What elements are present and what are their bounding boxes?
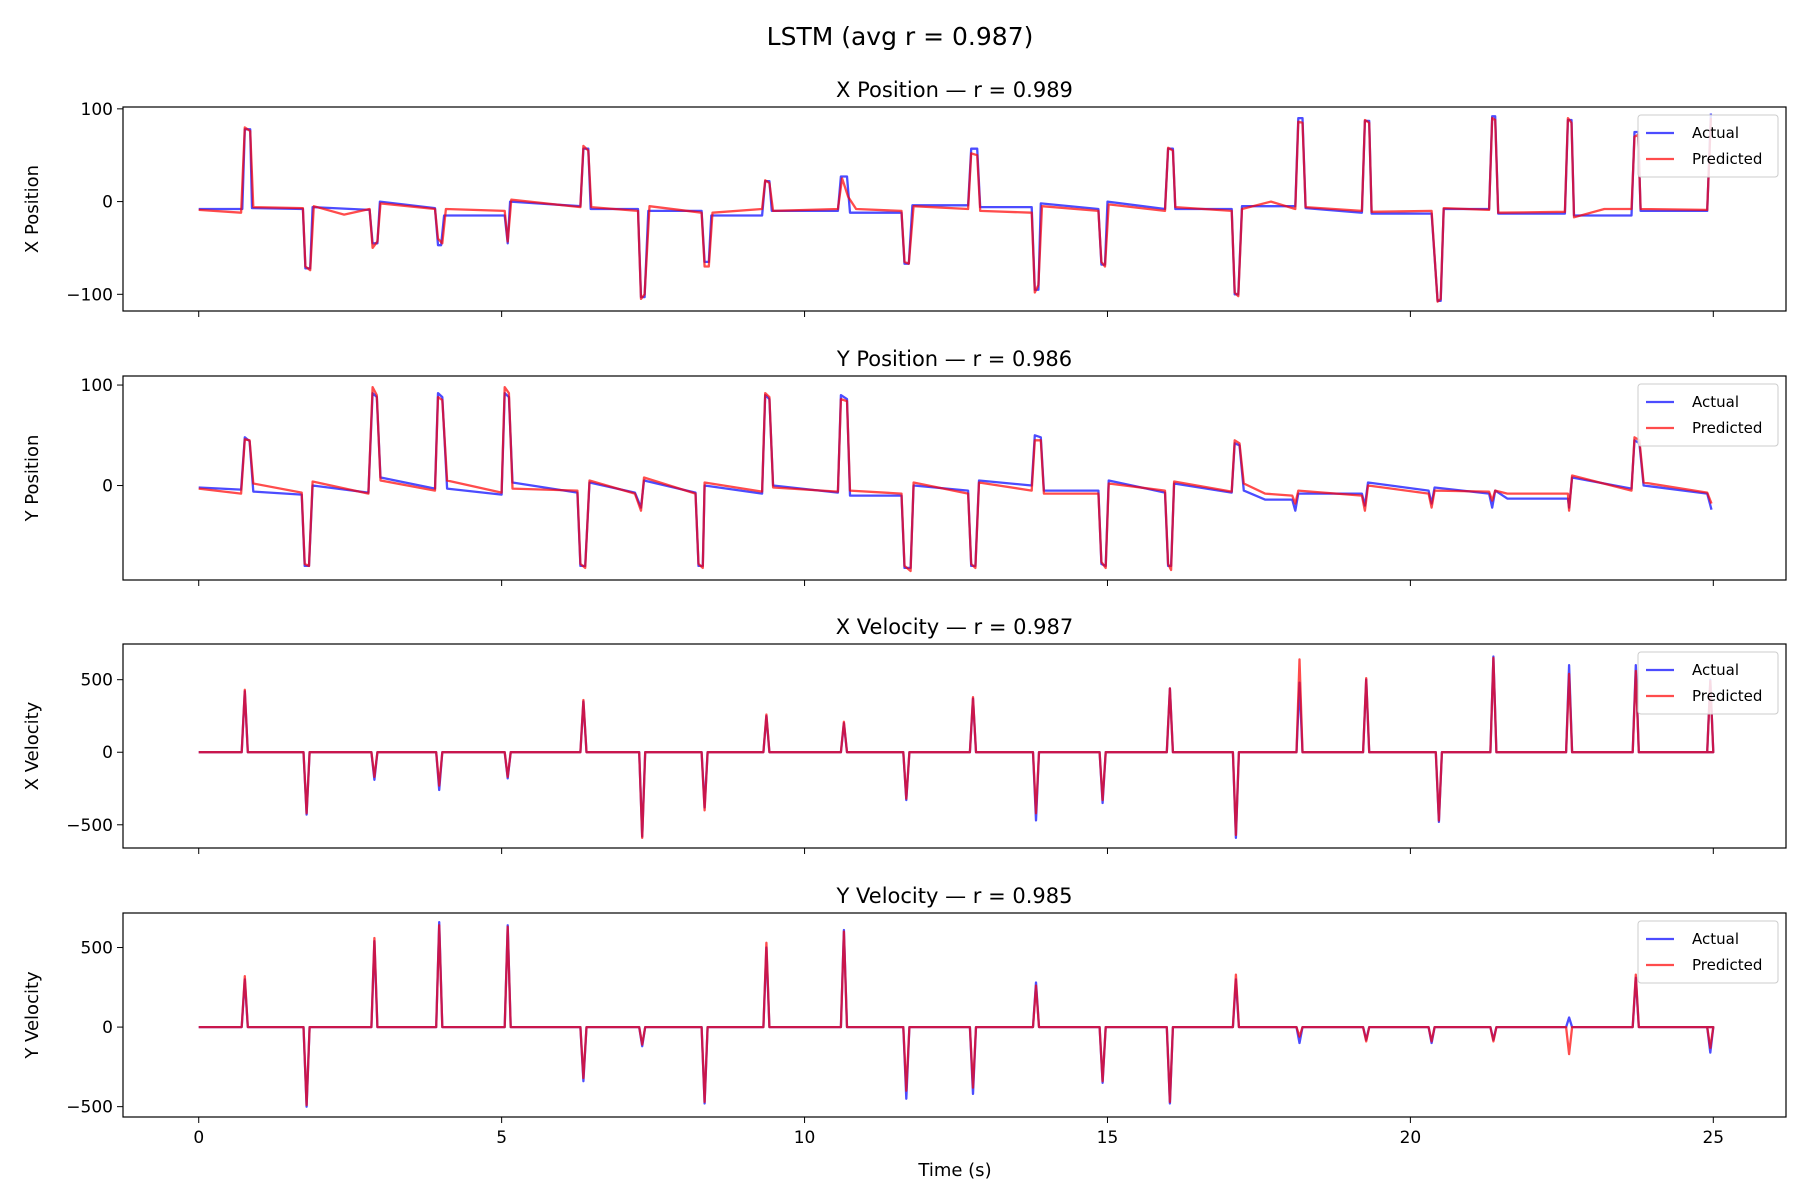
y-axis-label: X Velocity [22,701,43,790]
figure-title: LSTM (avg r = 0.987) [767,22,1034,51]
series-actual-line [198,920,1715,1108]
subplot-1: X Position — r = 0.989 X Position −100 0 100… [22,78,1787,317]
legend: Actual Predicted [1637,383,1779,447]
x-axis-label: Time (s) [917,1160,991,1181]
legend-box [1637,651,1779,715]
subplot-4: Y Velocity — r = 0.985 Y Velocity −500 0 500… [22,884,1787,1148]
x-tick-label: 25 [1702,1128,1724,1148]
y-tick-label: 0 [102,743,113,763]
y-tick-label: −500 [66,816,113,836]
x-tick-label: 10 [794,1128,816,1148]
legend-actual-label: Actual [1692,661,1739,679]
axes-frame [122,912,1787,1118]
y-tick-label: 500 [81,671,113,691]
legend: Actual Predicted [1637,920,1779,984]
subplot-title: Y Position — r = 0.986 [836,347,1072,371]
legend-predicted-label: Predicted [1692,956,1762,974]
legend-actual-label: Actual [1692,930,1739,948]
axes-frame [122,375,1787,581]
subplot-title: X Position — r = 0.989 [836,78,1073,102]
subplot-title: X Velocity — r = 0.987 [836,615,1074,639]
y-tick-label: −100 [66,285,113,305]
y-axis-label: X Position [22,165,43,253]
legend-box [1637,114,1779,178]
y-tick-label: 100 [81,100,113,120]
subplot-2: Y Position — r = 0.986 Y Position 0 100 Actu… [22,347,1787,586]
series-predicted-line [198,385,1713,573]
plot-lines [198,113,1713,303]
axes-frame [122,106,1787,312]
legend: Actual Predicted [1637,114,1779,178]
plot-lines [198,655,1715,839]
plot-lines [198,920,1715,1108]
legend-box [1637,383,1779,447]
series-actual-line [198,391,1713,570]
plot-lines [198,385,1713,573]
subplot-3: X Velocity — r = 0.987 X Velocity −500 0 500… [22,615,1787,854]
y-axis-label: Y Velocity [22,971,43,1060]
y-axis-label: Y Position [22,435,43,523]
y-tick-label: 0 [102,193,113,213]
legend-actual-label: Actual [1692,393,1739,411]
subplot-title: Y Velocity — r = 0.985 [836,884,1073,908]
legend-predicted-label: Predicted [1692,687,1762,705]
x-tick-label: 15 [1097,1128,1119,1148]
y-tick-label: 0 [102,1018,113,1038]
y-tick-label: 100 [81,376,113,396]
axes-frame [122,643,1787,849]
series-actual-line [198,655,1715,839]
x-tick-label: 0 [193,1128,204,1148]
series-predicted-line [198,656,1715,839]
x-tick-label: 5 [496,1128,507,1148]
legend-predicted-label: Predicted [1692,150,1762,168]
y-tick-label: 0 [102,477,113,497]
y-tick-label: 500 [81,939,113,959]
x-tick-label: 20 [1400,1128,1422,1148]
legend: Actual Predicted [1637,651,1779,715]
y-tick-label: −500 [66,1098,113,1118]
legend-actual-label: Actual [1692,124,1739,142]
legend-box [1637,920,1779,984]
legend-predicted-label: Predicted [1692,419,1762,437]
series-predicted-line [198,116,1713,303]
series-predicted-line [198,924,1715,1107]
